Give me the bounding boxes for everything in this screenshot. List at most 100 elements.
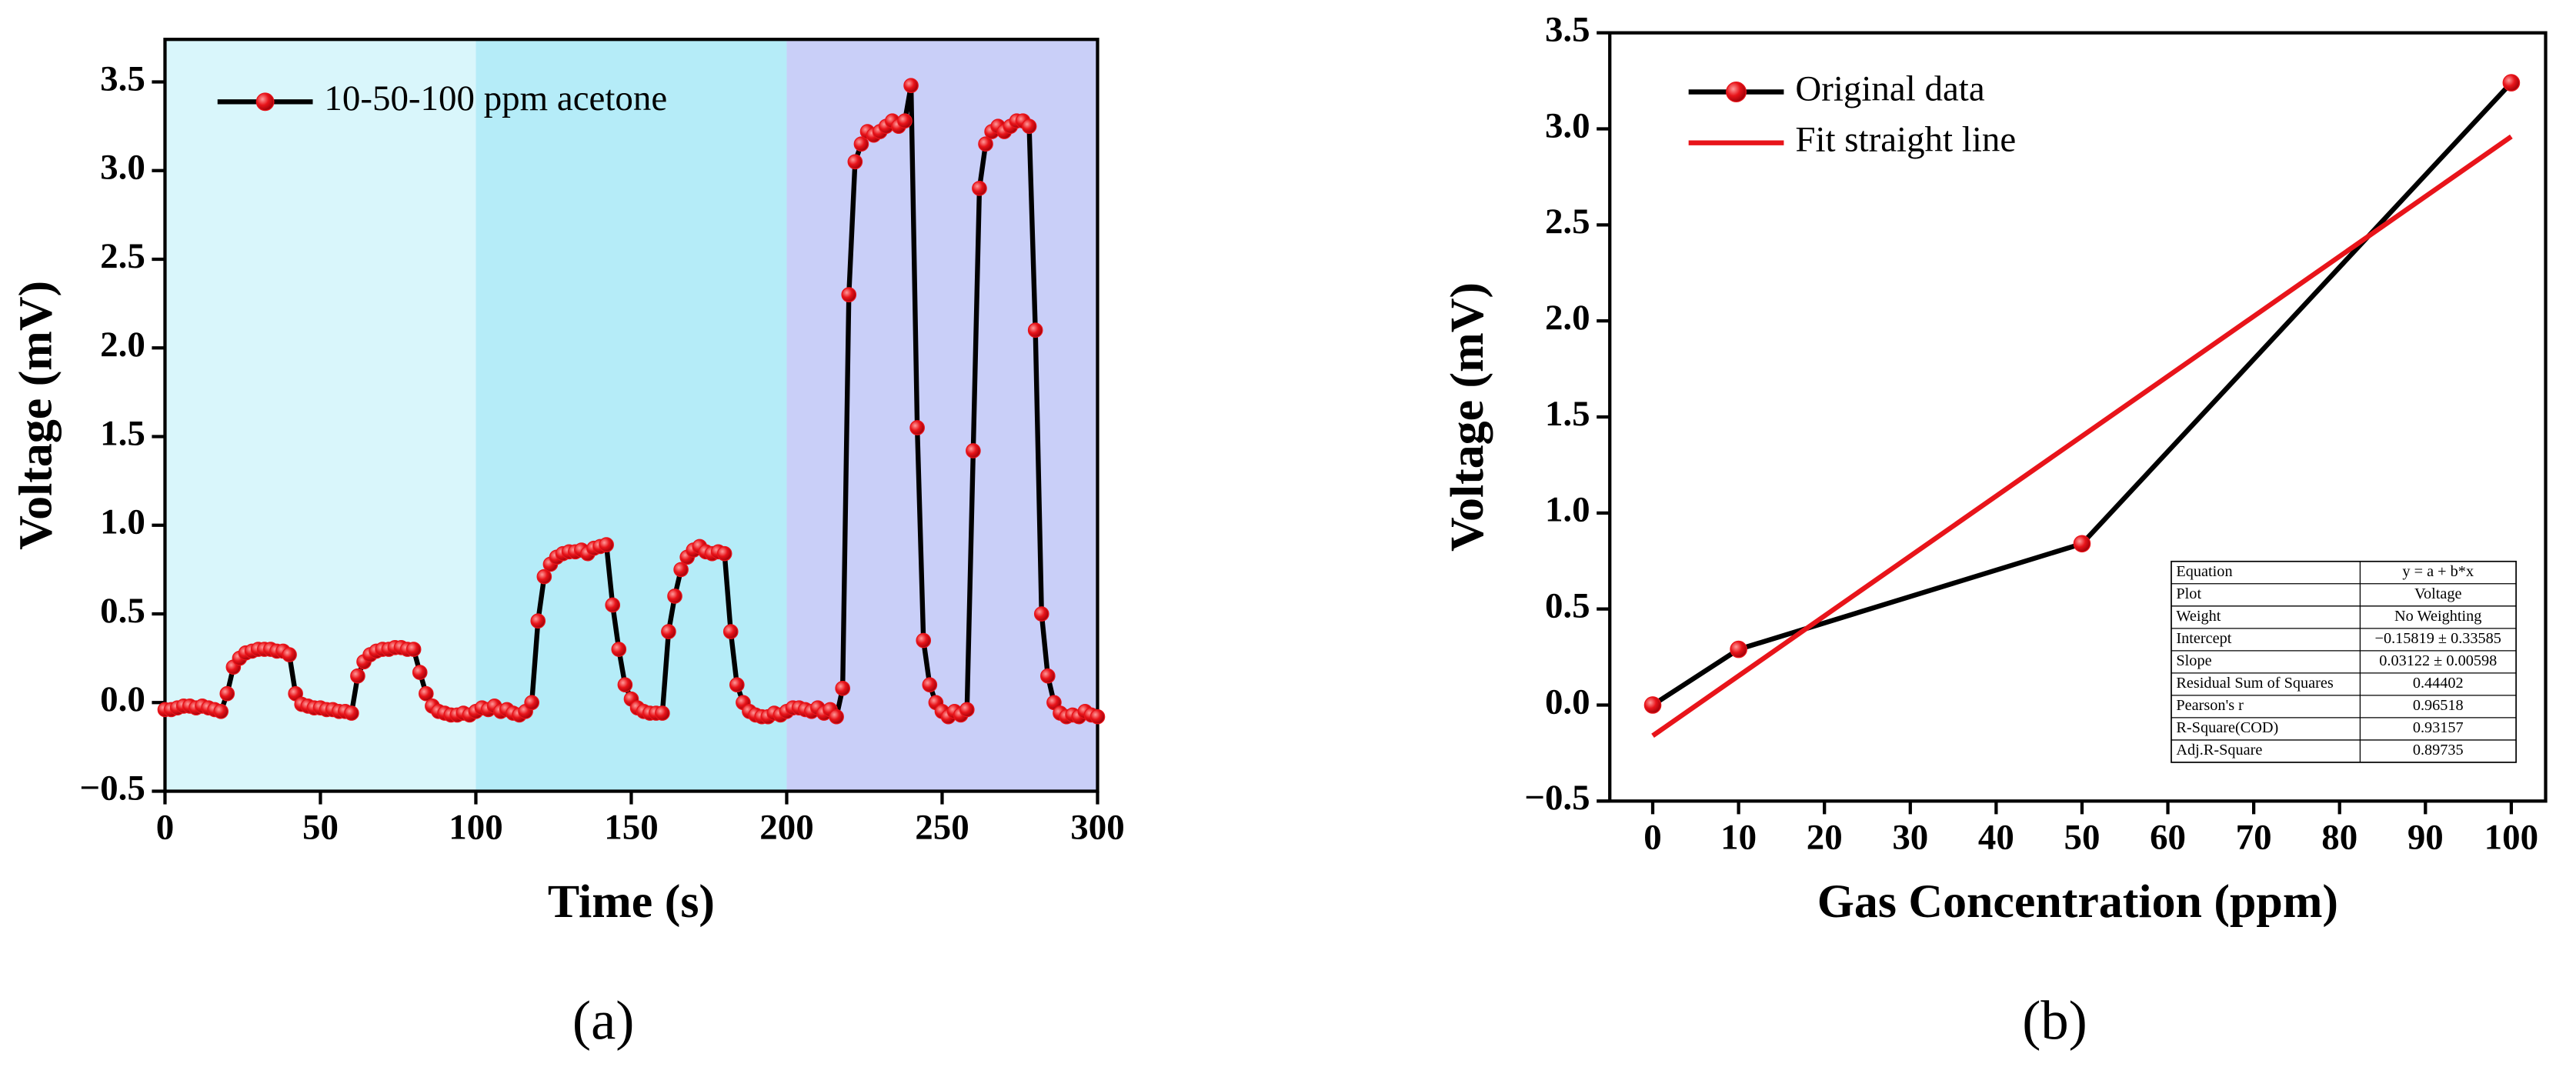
region (165, 39, 476, 792)
table-value: 0.89735 (2413, 742, 2464, 759)
fit-table (2171, 560, 2517, 763)
x-tick-label: 70 (2236, 817, 2272, 857)
table-key: Adj.R-Square (2176, 742, 2262, 759)
data-point (847, 154, 863, 170)
data-point (972, 181, 987, 196)
legend-marker (255, 92, 275, 112)
data-point (716, 545, 732, 562)
y-tick-label: −0.5 (1524, 778, 1590, 818)
y-tick-label: 0.5 (100, 591, 145, 631)
table-key: Plot (2176, 585, 2201, 602)
data-point (841, 287, 857, 302)
x-tick-label: 10 (1720, 817, 1757, 857)
y-tick-label: 2.0 (100, 325, 145, 365)
data-point (1033, 606, 1049, 622)
data-point (661, 624, 676, 639)
data-point (219, 685, 235, 702)
data-point (599, 537, 614, 552)
y-tick-label: 3.5 (100, 58, 145, 98)
data-point (344, 705, 359, 721)
table-value: 0.03122 ± 0.00598 (2379, 652, 2497, 669)
data-point (282, 647, 297, 662)
table-value: −0.15819 ± 0.33585 (2375, 630, 2501, 647)
data-point (530, 613, 546, 629)
y-tick-label: 2.5 (1545, 202, 1590, 242)
x-tick-label: 0 (1643, 817, 1661, 857)
data-point (1027, 322, 1043, 338)
data-point (405, 642, 422, 657)
table-key: Residual Sum of Squares (2176, 675, 2333, 692)
y-tick-label: 1.0 (100, 502, 145, 542)
table-value: 0.93157 (2413, 719, 2464, 736)
x-tick-label: 30 (1892, 817, 1928, 857)
data-point (419, 685, 434, 702)
legend-label: Original data (1795, 68, 1984, 108)
x-tick-label: 300 (1070, 807, 1124, 847)
data-point (1730, 640, 1747, 659)
plot-frame (163, 38, 1099, 793)
data-point (611, 642, 627, 657)
data-point (897, 113, 913, 129)
data-point (2502, 74, 2521, 92)
x-tick-label: 100 (449, 807, 502, 847)
data-point (2073, 535, 2091, 553)
y-tick-label: 3.5 (1545, 9, 1590, 49)
data-point (922, 677, 938, 693)
data-point (853, 136, 869, 152)
table-key: Equation (2176, 563, 2232, 580)
legend-marker (1726, 82, 1747, 102)
data-point (909, 420, 925, 435)
y-axis-title: Voltage (mV) (1441, 282, 1493, 552)
y-tick-label: 3.0 (100, 148, 145, 188)
x-tick-label: 150 (604, 807, 658, 847)
x-tick-label: 50 (302, 807, 339, 847)
x-tick-label: 40 (1978, 817, 2014, 857)
data-point (722, 624, 739, 639)
table-value: 0.96518 (2413, 697, 2464, 714)
x-tick-label: 80 (2321, 817, 2357, 857)
data-point (835, 681, 851, 696)
x-tick-label: 50 (2064, 817, 2100, 857)
x-tick-label: 250 (915, 807, 969, 847)
data-point (1089, 709, 1106, 725)
y-tick-label: 1.0 (1545, 490, 1590, 530)
y-tick-label: 0.5 (1545, 585, 1590, 625)
data-point (673, 562, 689, 578)
data-point (916, 632, 932, 649)
data-point (350, 668, 365, 684)
series-line (1651, 81, 2514, 708)
legend-label: 10-50-100 ppm acetone (324, 78, 667, 118)
table-key: R-Square(COD) (2176, 719, 2278, 736)
data-point (903, 78, 919, 93)
x-tick-label: 200 (759, 807, 813, 847)
legend-label: Fit straight line (1795, 119, 2016, 159)
y-axis-title: Voltage (mV) (9, 281, 62, 550)
data-point (605, 597, 621, 613)
table-value: y = a + b*x (2402, 563, 2474, 580)
table-value: Voltage (2414, 585, 2462, 602)
y-tick-label: 0.0 (1545, 682, 1590, 722)
data-point (213, 703, 229, 719)
x-tick-label: 90 (2407, 817, 2444, 857)
data-point (1021, 118, 1037, 134)
data-point (1040, 668, 1056, 684)
data-point (966, 443, 981, 458)
y-tick-label: 1.5 (1545, 394, 1590, 434)
table-key: Intercept (2176, 630, 2231, 647)
y-tick-label: 2.5 (100, 236, 145, 276)
data-point (1643, 696, 1662, 714)
panel-label: (b) (2022, 989, 2087, 1051)
y-tick-label: 2.0 (1545, 298, 1590, 338)
data-point (524, 695, 539, 711)
series-line (1651, 134, 2513, 739)
data-point (667, 589, 682, 604)
data-point (536, 569, 552, 585)
data-point (978, 136, 993, 152)
y-tick-label: 0.0 (100, 679, 145, 719)
data-point (729, 677, 745, 693)
table-key: Weight (2176, 608, 2221, 625)
table-key: Slope (2176, 652, 2211, 669)
y-tick-label: 3.0 (1545, 105, 1590, 145)
x-tick-label: 100 (2484, 817, 2538, 857)
